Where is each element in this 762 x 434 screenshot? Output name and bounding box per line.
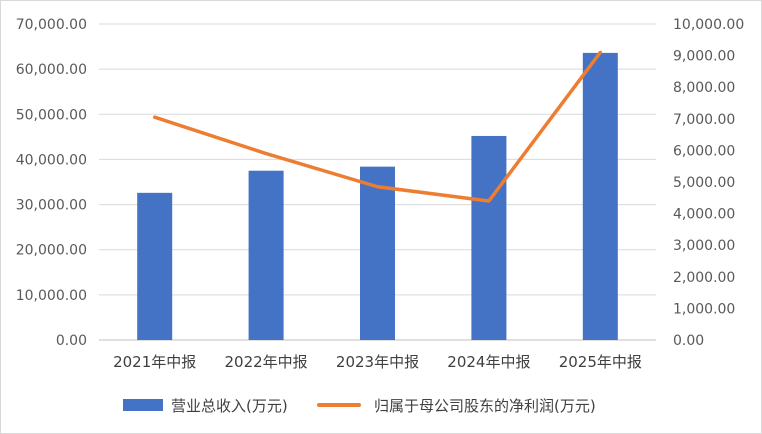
left-tick-label: 70,000.00 [16, 17, 87, 33]
legend-label-profit: 归属于母公司股东的净利润(万元) [374, 397, 596, 415]
right-tick-label: 0.00 [673, 333, 704, 349]
bar-revenue-3 [360, 166, 395, 340]
bar-revenue-1 [137, 192, 173, 340]
right-tick-label: 1,000.00 [673, 301, 735, 317]
right-tick-label: 5,000.00 [673, 175, 735, 191]
right-axis-ticks: 0.00 1,000.00 2,000.00 3,000.00 4,000.00 5,00… [673, 17, 744, 349]
right-tick-label: 7,000.00 [673, 112, 735, 128]
right-tick-label: 2,000.00 [673, 270, 735, 286]
bar-series [137, 52, 618, 341]
category-label: 2025年中报 [559, 353, 642, 371]
category-labels: 2021年中报 2022年中报 2023年中报 2024年中报 2025年中报 [113, 353, 642, 371]
left-tick-label: 40,000.00 [16, 152, 87, 168]
category-label: 2022年中报 [225, 353, 308, 371]
legend-swatch-revenue [123, 399, 163, 411]
left-axis-ticks: 0.00 10,000.00 20,000.00 30,000.00 40,000.00… [16, 17, 87, 349]
legend-label-revenue: 营业总收入(万元) [171, 397, 288, 415]
right-tick-label: 6,000.00 [673, 143, 735, 159]
left-tick-label: 60,000.00 [16, 62, 87, 78]
category-label: 2021年中报 [113, 353, 196, 371]
right-tick-label: 10,000.00 [673, 17, 744, 33]
bar-revenue-4 [471, 135, 507, 340]
bar-revenue-5 [582, 52, 618, 341]
left-tick-label: 10,000.00 [16, 288, 87, 304]
left-tick-label: 0.00 [56, 333, 87, 349]
left-tick-label: 30,000.00 [16, 198, 87, 214]
right-tick-label: 3,000.00 [673, 238, 735, 254]
watermark: 头条号 | 诗与星空 [633, 408, 729, 422]
line-series [152, 50, 603, 203]
bar-revenue-2 [248, 170, 284, 340]
left-tick-label: 50,000.00 [16, 107, 87, 123]
category-label: 2023年中报 [336, 353, 419, 371]
left-tick-label: 20,000.00 [16, 243, 87, 259]
right-tick-label: 9,000.00 [673, 49, 735, 65]
right-tick-label: 8,000.00 [673, 80, 735, 96]
legend: 营业总收入(万元) 归属于母公司股东的净利润(万元) [123, 397, 596, 415]
category-label: 2024年中报 [447, 353, 530, 371]
right-tick-label: 4,000.00 [673, 207, 735, 223]
